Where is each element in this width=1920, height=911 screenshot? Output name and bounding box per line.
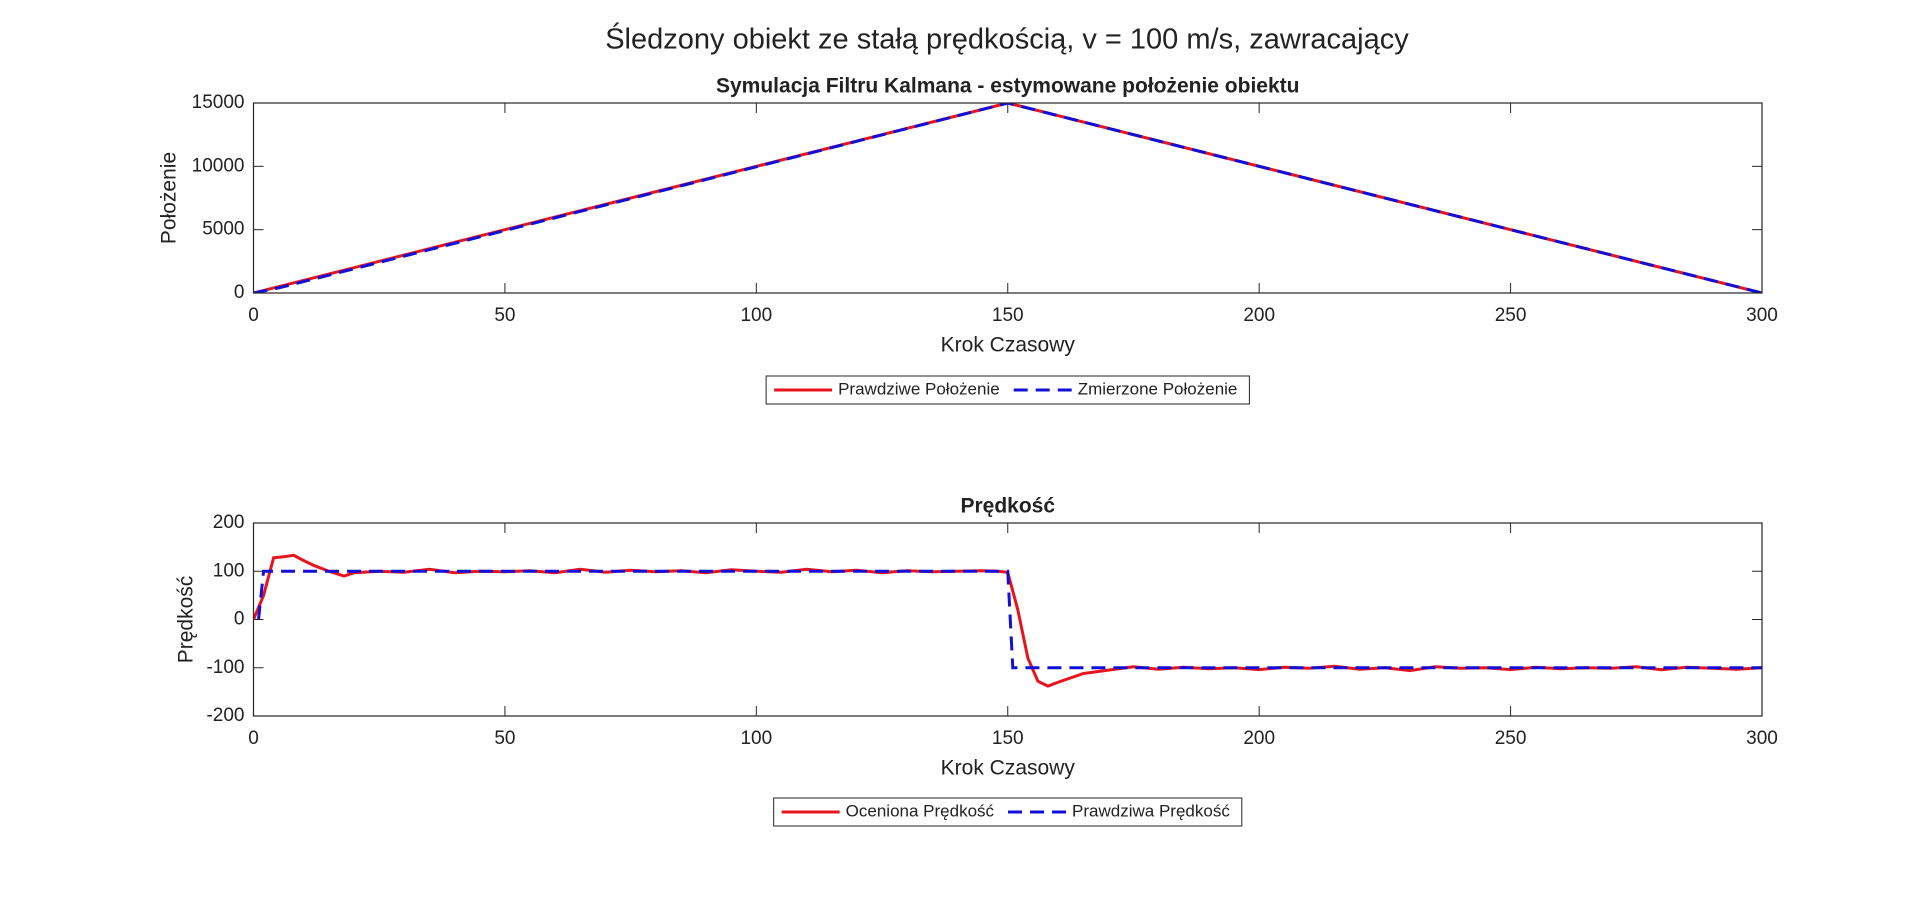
y-tick-label: 200 — [213, 512, 245, 533]
y-tick-label: -100 — [206, 657, 244, 678]
x-tick-label: 0 — [248, 728, 259, 749]
y-tick-label: 5000 — [202, 219, 244, 240]
series-line — [257, 569, 1762, 670]
axes-box — [252, 522, 1763, 717]
axes-box — [252, 102, 1763, 294]
x-axis-label: Krok Czasowy — [941, 757, 1076, 780]
legend-label: Prawdziwa Prędkość — [1072, 801, 1230, 820]
y-tick-label: 100 — [213, 560, 245, 581]
x-tick-label: 50 — [494, 305, 515, 326]
legend-label: Zmierzone Położenie — [1078, 379, 1238, 398]
x-tick-label: 50 — [494, 728, 515, 749]
x-axis-label: Krok Czasowy — [941, 334, 1076, 357]
x-tick-label: 200 — [1243, 305, 1275, 326]
x-tick-label: 300 — [1746, 728, 1778, 749]
x-tick-label: 200 — [1243, 728, 1275, 749]
x-tick-label: 100 — [740, 728, 772, 749]
x-tick-label: 150 — [992, 305, 1024, 326]
y-tick-label: -200 — [206, 705, 244, 726]
series-line — [253, 103, 1762, 293]
y-axis-label: Położenie — [158, 152, 181, 244]
y-tick-label: 10000 — [192, 155, 245, 176]
figure-title: Śledzony obiekt ze stałą prędkością, v =… — [605, 22, 1409, 56]
x-tick-label: 300 — [1746, 305, 1778, 326]
x-tick-label: 250 — [1495, 728, 1527, 749]
y-tick-label: 15000 — [192, 92, 245, 113]
y-axis-label: Prędkość — [175, 576, 198, 664]
y-tick-label: 0 — [234, 609, 245, 630]
axes-title: Prędkość — [960, 495, 1055, 518]
y-tick-label: 0 — [234, 282, 245, 303]
legend — [773, 797, 1243, 827]
x-tick-label: 100 — [740, 305, 772, 326]
series-line — [253, 103, 1762, 293]
legend — [765, 375, 1250, 405]
x-tick-label: 250 — [1495, 305, 1527, 326]
legend-label: Oceniona Prędkość — [846, 801, 995, 820]
x-tick-label: 150 — [992, 728, 1024, 749]
legend-label: Prawdziwe Położenie — [838, 379, 1000, 398]
axes-title: Symulacja Filtru Kalmana - estymowane po… — [716, 75, 1299, 98]
x-tick-label: 0 — [248, 305, 259, 326]
